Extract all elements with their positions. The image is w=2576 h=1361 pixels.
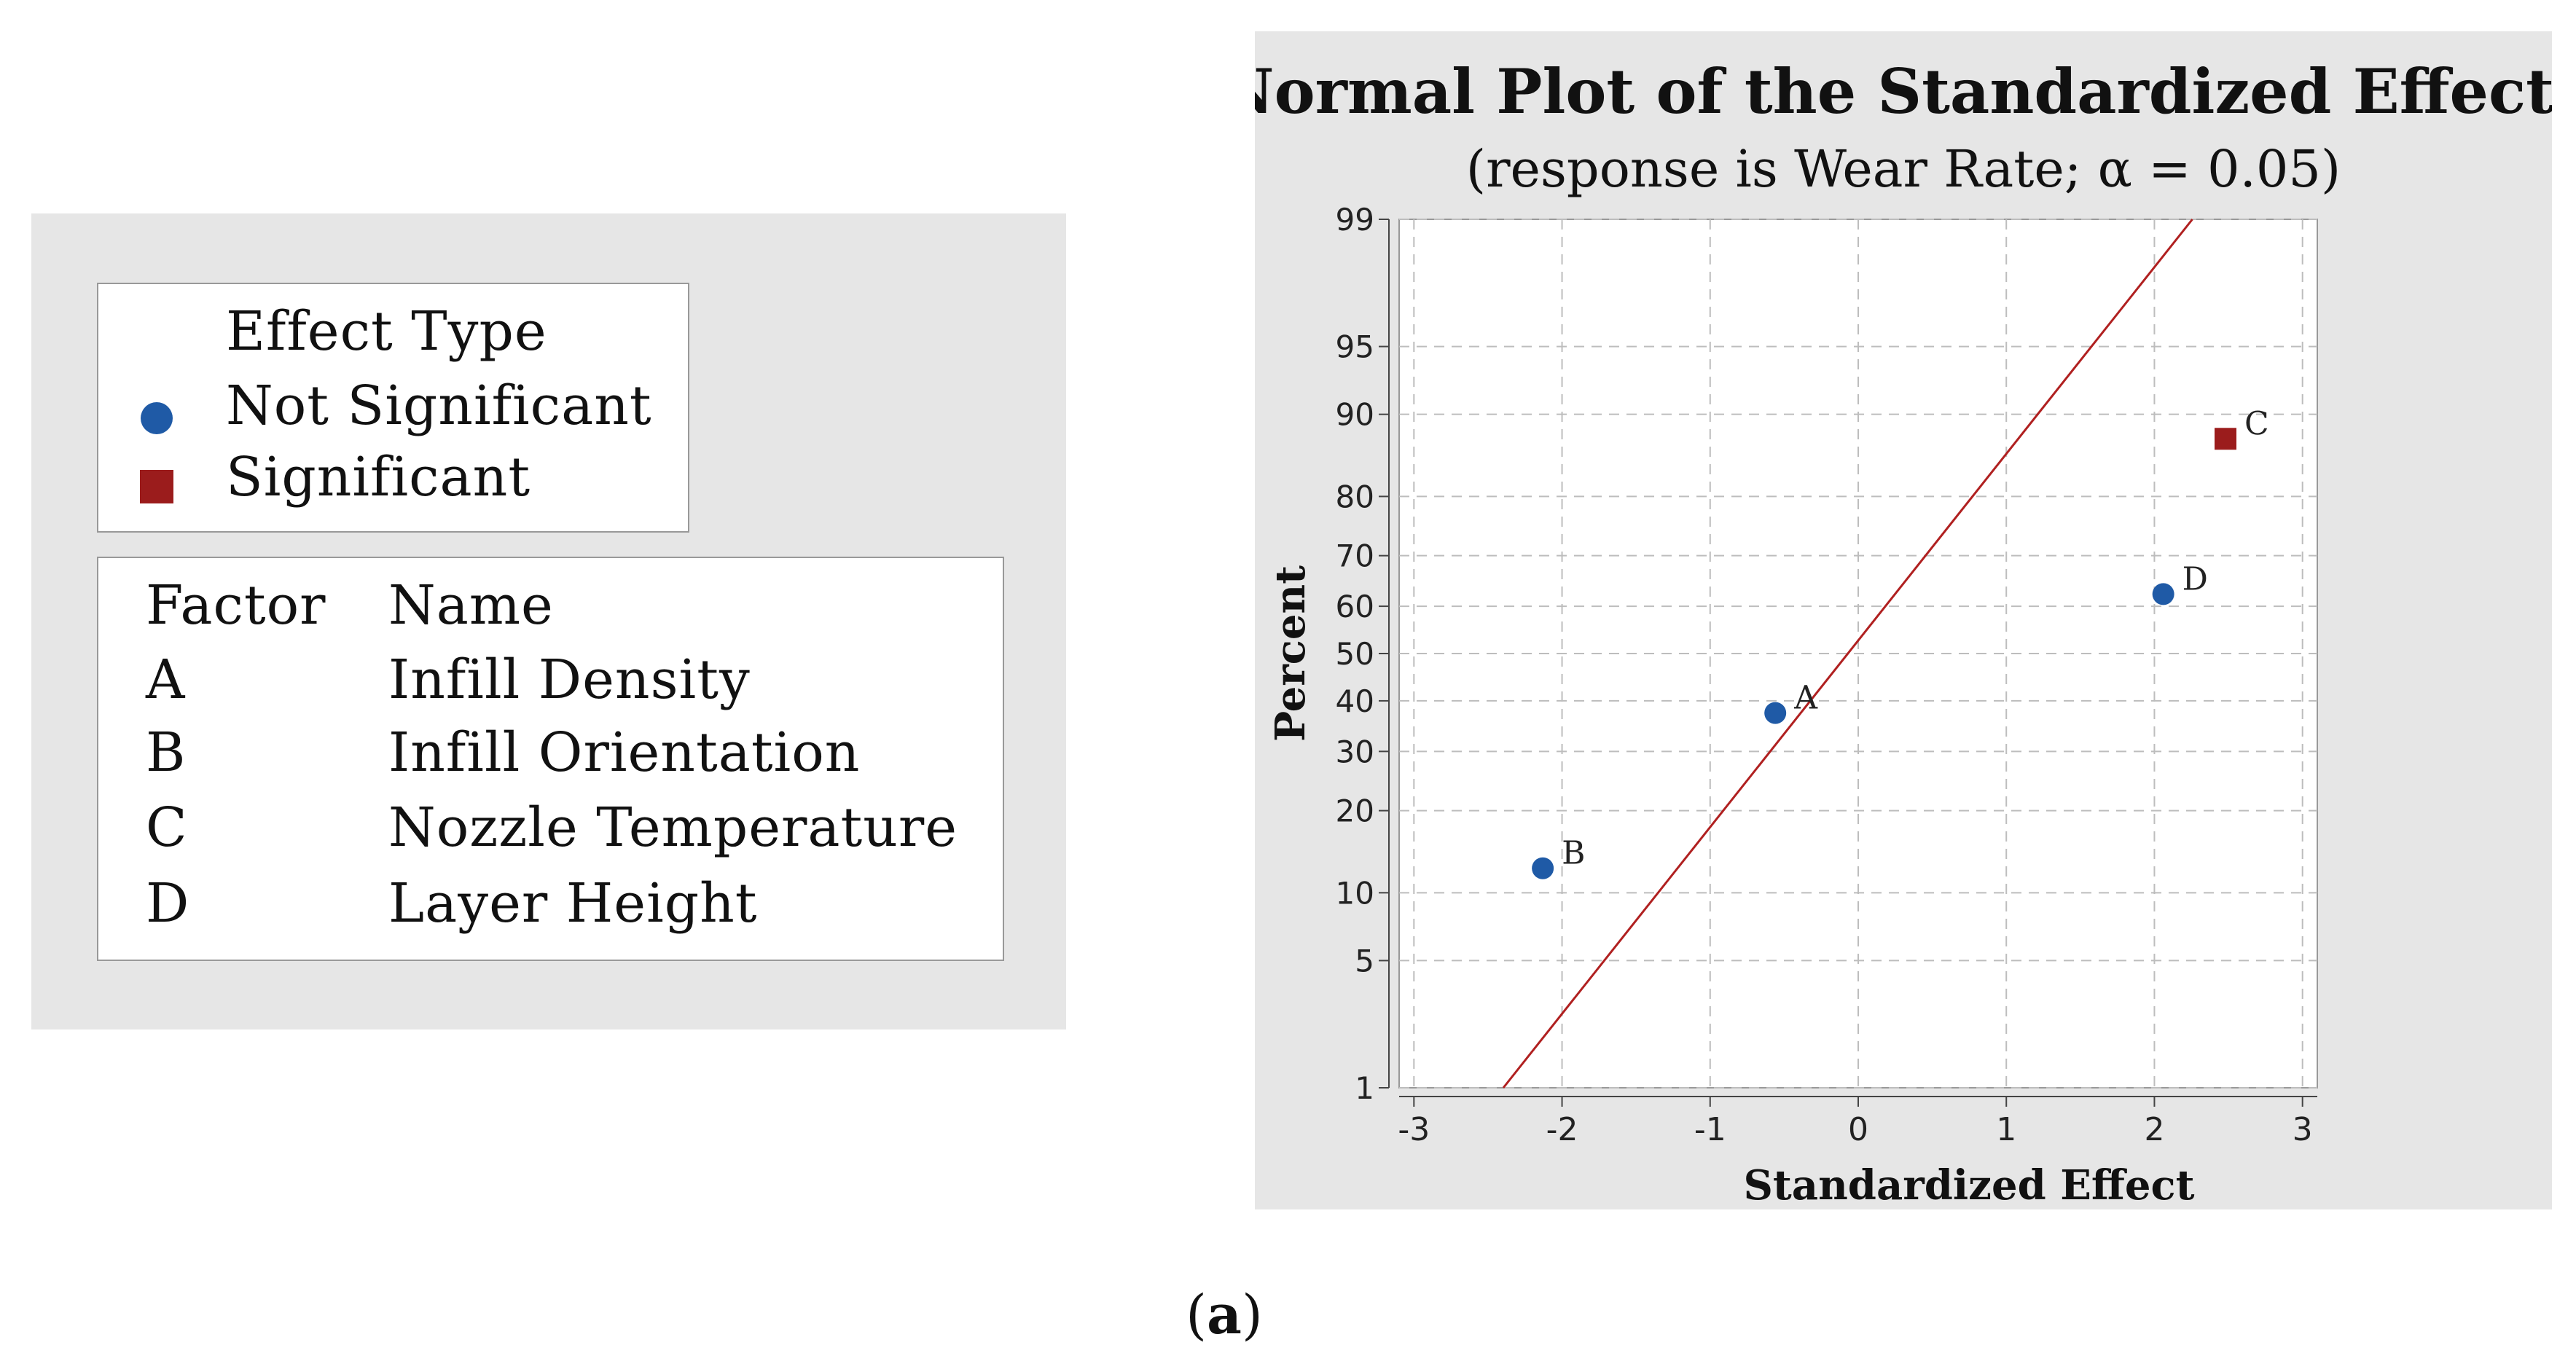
point-B — [1532, 857, 1554, 879]
effect-type-title: Effect Type — [226, 300, 547, 363]
y-tick-label: 80 — [1336, 479, 1374, 514]
factor-name: Layer Height — [388, 872, 758, 935]
point-label-D: D — [2182, 560, 2208, 597]
y-tick-label: 95 — [1336, 329, 1374, 365]
y-tick-label: 70 — [1336, 538, 1374, 574]
chart-subtitle: (response is Wear Rate; α = 0.05) — [1466, 139, 2341, 199]
significant-point-C — [2215, 428, 2236, 450]
x-tick-label: 1 — [1996, 1111, 2016, 1148]
x-tick-label: 2 — [2144, 1111, 2164, 1148]
caption-close-paren: ) — [1241, 1284, 1263, 1346]
y-tick-label: 90 — [1336, 397, 1374, 433]
y-tick-label: 99 — [1336, 202, 1374, 238]
x-axis-label: Standardized Effect — [1743, 1161, 2194, 1209]
y-tick-label: 1 — [1355, 1070, 1374, 1106]
not-significant-label: Not Significant — [226, 374, 652, 437]
x-tick-label: 0 — [1848, 1111, 1868, 1148]
normal-plot-chart: Normal Plot of the Standardized Effects … — [1255, 55, 2552, 1209]
factor-name: Infill Density — [388, 648, 751, 711]
point-label-C: C — [2244, 405, 2269, 442]
significant-marker-icon — [140, 470, 173, 503]
factor-name: Infill Orientation — [388, 721, 861, 784]
y-tick-label: 20 — [1336, 793, 1374, 829]
y-tick-label: 60 — [1336, 589, 1374, 624]
factor-code: D — [146, 872, 190, 935]
factor-name: Nozzle Temperature — [388, 796, 958, 859]
not-significant-marker-icon — [141, 402, 173, 434]
caption-open-paren: ( — [1186, 1284, 1207, 1346]
caption-label: a — [1207, 1284, 1242, 1346]
point-A — [1764, 702, 1787, 724]
y-tick-label: 50 — [1336, 636, 1374, 672]
factor-code: A — [146, 648, 186, 711]
point-D — [2152, 583, 2174, 605]
chart-title: Normal Plot of the Standardized Effects — [1255, 55, 2552, 128]
y-tick-label: 40 — [1336, 683, 1374, 719]
factor-code: B — [146, 721, 187, 784]
significant-label: Significant — [226, 446, 531, 509]
point-label-A: A — [1793, 680, 1818, 717]
factor-legend: Factor Name A Infill Density B Infill Or… — [97, 557, 1004, 961]
factor-header: Factor — [146, 574, 326, 637]
effect-type-legend: Effect Type Not Significant Significant — [97, 283, 689, 533]
x-tick-label: -2 — [1546, 1111, 1578, 1148]
reference-line — [1502, 219, 2193, 1089]
y-axis-label: Percent — [1267, 565, 1315, 742]
y-tick-label: 30 — [1336, 734, 1374, 769]
legend-panel: Effect Type Not Significant Significant … — [31, 213, 1066, 1029]
x-tick-label: -1 — [1694, 1111, 1726, 1148]
y-tick-label: 10 — [1336, 875, 1374, 911]
figure-caption: (a) — [1151, 1288, 1297, 1342]
factor-code: C — [146, 796, 188, 859]
point-label-B: B — [1562, 835, 1585, 872]
plot-panel: Normal Plot of the Standardized Effects … — [1255, 31, 2552, 1209]
x-tick-label: 3 — [2293, 1111, 2313, 1148]
x-tick-label: -3 — [1398, 1111, 1430, 1148]
y-tick-label: 5 — [1355, 943, 1374, 978]
name-header: Name — [388, 574, 554, 637]
